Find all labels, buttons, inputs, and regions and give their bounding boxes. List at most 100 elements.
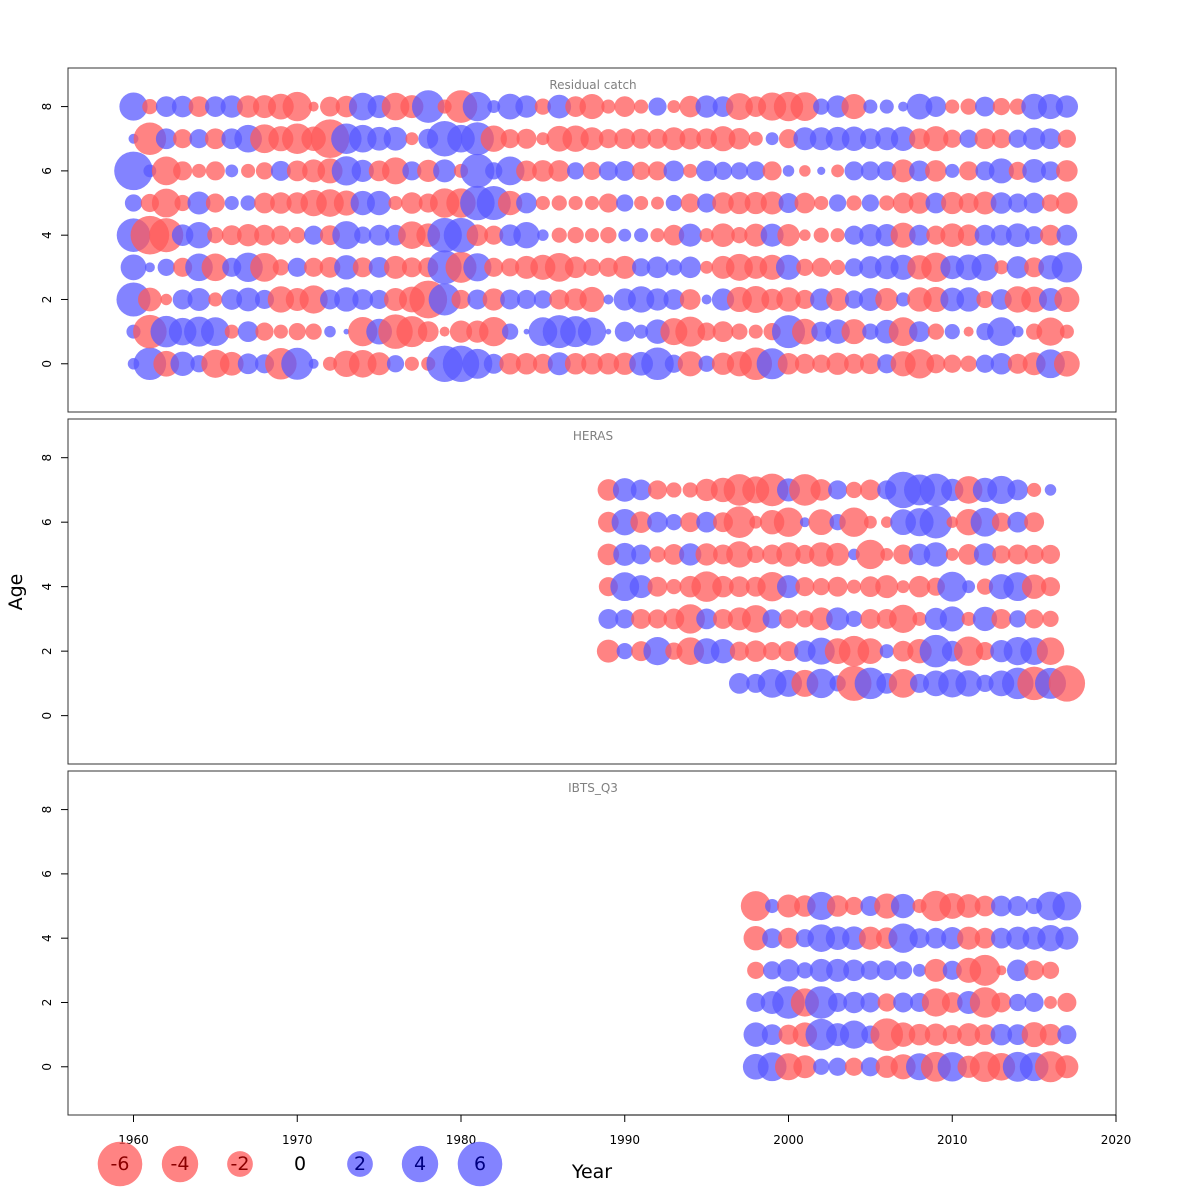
bubble <box>893 992 914 1013</box>
bubble <box>537 229 549 241</box>
bubble <box>1007 544 1028 565</box>
bubble <box>761 1024 783 1046</box>
bubble <box>1051 252 1083 283</box>
y-tick-label: 8 <box>40 103 54 111</box>
bubble <box>598 161 618 181</box>
bubble <box>1008 161 1027 180</box>
bubble <box>760 191 784 215</box>
bubble <box>795 544 815 564</box>
bubble <box>778 641 799 662</box>
bubble <box>188 96 210 117</box>
bubble <box>331 156 362 186</box>
bubble <box>763 961 782 980</box>
bubble <box>859 353 881 375</box>
bubble <box>765 898 780 914</box>
bubble <box>1040 544 1061 564</box>
bubble <box>584 195 600 211</box>
bubble <box>405 132 419 146</box>
bubble <box>744 223 768 247</box>
bubble <box>612 478 637 502</box>
bubble <box>1041 961 1060 979</box>
bubble <box>120 254 147 281</box>
bubble <box>976 578 994 595</box>
bubble <box>731 227 748 244</box>
bubble <box>728 576 750 598</box>
bubble <box>728 673 750 694</box>
bubble <box>1055 95 1079 118</box>
bubble <box>941 191 964 215</box>
bubble <box>773 507 804 537</box>
bubble <box>863 99 878 114</box>
bubble <box>908 543 931 566</box>
bubble <box>844 353 864 374</box>
bubble <box>814 195 829 211</box>
bubble <box>610 572 640 602</box>
bubble <box>778 129 799 149</box>
bubble <box>151 188 181 218</box>
y-tick-label: 2 <box>40 647 54 655</box>
bubble <box>629 575 653 599</box>
bubble <box>1056 192 1078 214</box>
bubble <box>1024 609 1044 629</box>
bubble <box>368 224 390 246</box>
y-tick-label: 2 <box>40 296 54 304</box>
bubble <box>909 160 930 182</box>
bubble <box>173 129 193 149</box>
bubble <box>1007 511 1029 533</box>
bubble <box>860 992 881 1013</box>
bubble <box>794 353 815 374</box>
bubble <box>568 195 583 211</box>
bubble <box>701 294 712 305</box>
legend-label: -4 <box>171 1153 190 1175</box>
bubble <box>299 285 328 314</box>
bubble <box>940 223 965 248</box>
bubble <box>926 354 946 374</box>
bubble <box>255 322 274 341</box>
bubble <box>748 324 763 339</box>
bubble <box>697 193 717 213</box>
bubble <box>925 192 947 214</box>
bubble <box>976 290 994 309</box>
bubble <box>775 1053 802 1081</box>
bubble <box>332 221 361 250</box>
bubble <box>723 506 756 538</box>
bubble <box>647 161 668 181</box>
panel-0: Residual catch 0 2 4 6 8 <box>40 67 1117 413</box>
bubble <box>909 321 930 343</box>
bubble <box>462 348 493 379</box>
bubble <box>1021 1022 1047 1048</box>
bubble <box>369 289 389 310</box>
bubble <box>778 193 799 213</box>
bubble <box>957 224 980 246</box>
bubble <box>324 325 336 338</box>
bubble <box>762 928 783 949</box>
bubble <box>861 194 880 212</box>
bubble <box>133 122 167 156</box>
bubble <box>401 257 422 278</box>
panel-frame <box>67 418 1117 765</box>
bubble <box>859 576 881 598</box>
bubble <box>919 473 953 507</box>
bubble <box>679 543 702 566</box>
bubble <box>634 228 649 243</box>
bubble <box>923 286 949 313</box>
panel-2: IBTS_Q3 0 2 4 6 8 <box>40 770 1117 1116</box>
x-axis-title: Year <box>571 1161 612 1183</box>
bubble <box>322 356 338 371</box>
bubble <box>996 965 1007 976</box>
bubble <box>776 894 801 918</box>
bubble <box>634 99 649 114</box>
bubble <box>763 642 782 661</box>
bubble <box>551 195 567 211</box>
bubble <box>691 571 722 602</box>
bubble <box>841 126 867 151</box>
bubble <box>272 259 290 276</box>
bubble <box>956 287 981 312</box>
bubble <box>942 1025 962 1045</box>
bubble <box>367 126 391 151</box>
bubble <box>777 959 800 982</box>
bubble <box>596 639 620 663</box>
bubble <box>381 92 410 121</box>
bubble <box>994 260 1009 275</box>
bubble <box>863 515 877 529</box>
